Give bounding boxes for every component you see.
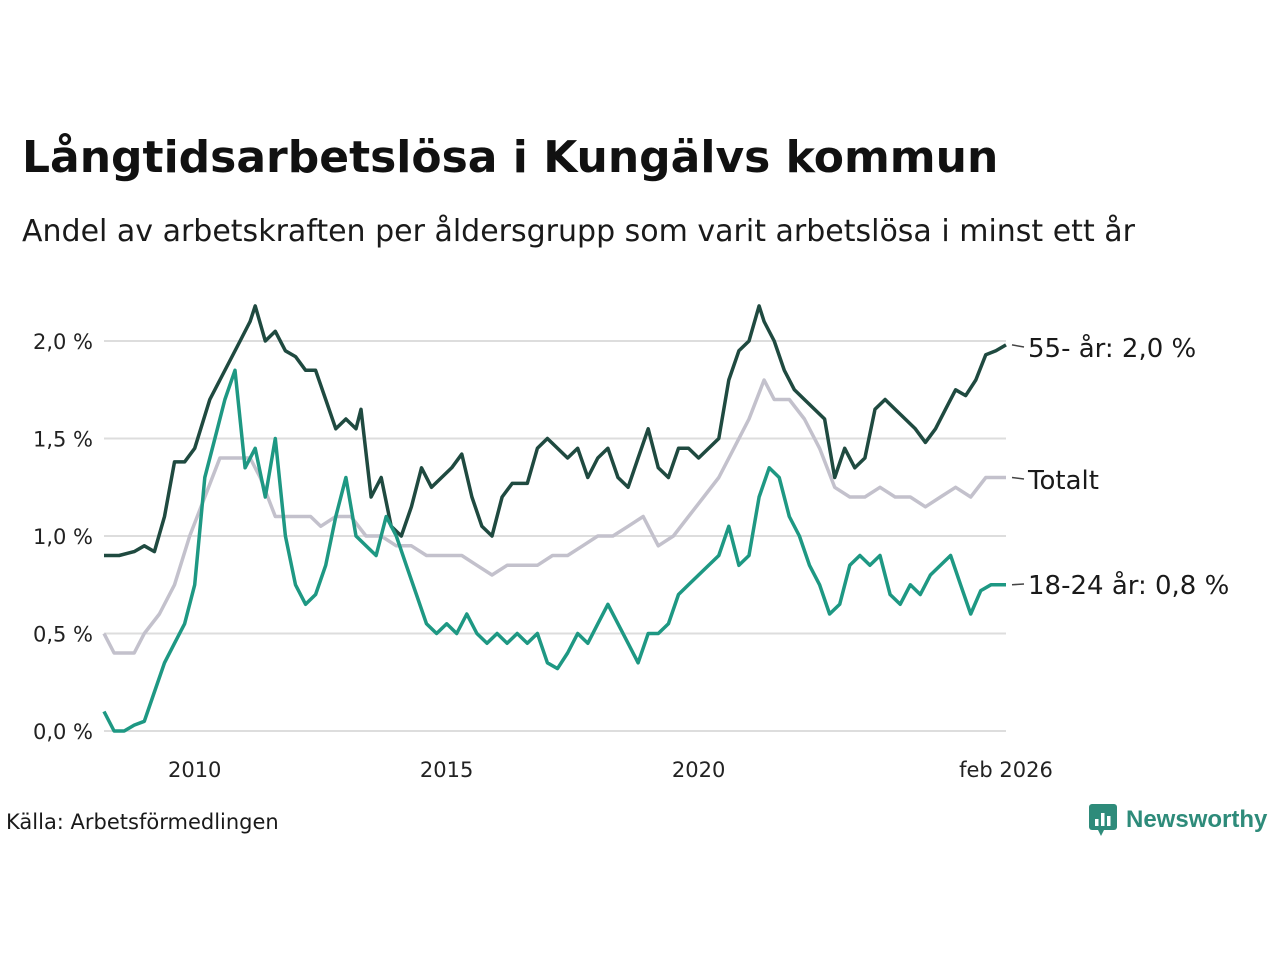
y-tick-label: 0,0 % bbox=[33, 720, 93, 744]
chart-subtitle: Andel av arbetskraften per åldersgrupp s… bbox=[22, 214, 1135, 249]
series-end-label: 18-24 år: 0,8 % bbox=[1028, 570, 1229, 601]
x-tick-label: feb 2026 bbox=[959, 758, 1053, 782]
line-chart: 0,0 % 0,5 % 1,0 % 1,5 % 2,0 % 2010 2015 2020 fe… bbox=[33, 304, 1229, 782]
series-end-labels: 55- år: 2,0 % Totalt 18-24 år: 0,8 % bbox=[1011, 333, 1229, 601]
series-end-label: Totalt bbox=[1027, 466, 1099, 496]
bar-chart-icon bbox=[1089, 804, 1117, 836]
series bbox=[102, 304, 1007, 733]
label-connector bbox=[1011, 583, 1025, 586]
x-tick-label: 2010 bbox=[168, 758, 221, 782]
series-line-age1824 bbox=[102, 368, 1006, 733]
y-tick-label: 0,5 % bbox=[33, 623, 93, 647]
x-axis-ticks: 2010 2015 2020 feb 2026 bbox=[168, 758, 1053, 782]
series-end-label: 55- år: 2,0 % bbox=[1028, 333, 1196, 364]
y-axis-ticks: 0,0 % 0,5 % 1,0 % 1,5 % 2,0 % bbox=[33, 330, 93, 744]
y-tick-label: 2,0 % bbox=[33, 330, 93, 354]
series-line-age55 bbox=[104, 304, 1007, 558]
brand-name: Newsworthy bbox=[1126, 806, 1268, 833]
y-tick-label: 1,0 % bbox=[33, 525, 93, 549]
y-tick-label: 1,5 % bbox=[33, 428, 93, 452]
brand-logo: Newsworthy bbox=[1088, 803, 1267, 837]
grid bbox=[104, 340, 1006, 732]
source-note: Källa: Arbetsförmedlingen bbox=[6, 810, 279, 834]
x-tick-label: 2015 bbox=[420, 758, 473, 782]
label-connector bbox=[1011, 476, 1025, 480]
chart-title: Långtidsarbetslösa i Kungälvs kommun bbox=[22, 132, 999, 183]
label-connector bbox=[1011, 344, 1025, 348]
x-tick-label: 2020 bbox=[672, 758, 725, 782]
